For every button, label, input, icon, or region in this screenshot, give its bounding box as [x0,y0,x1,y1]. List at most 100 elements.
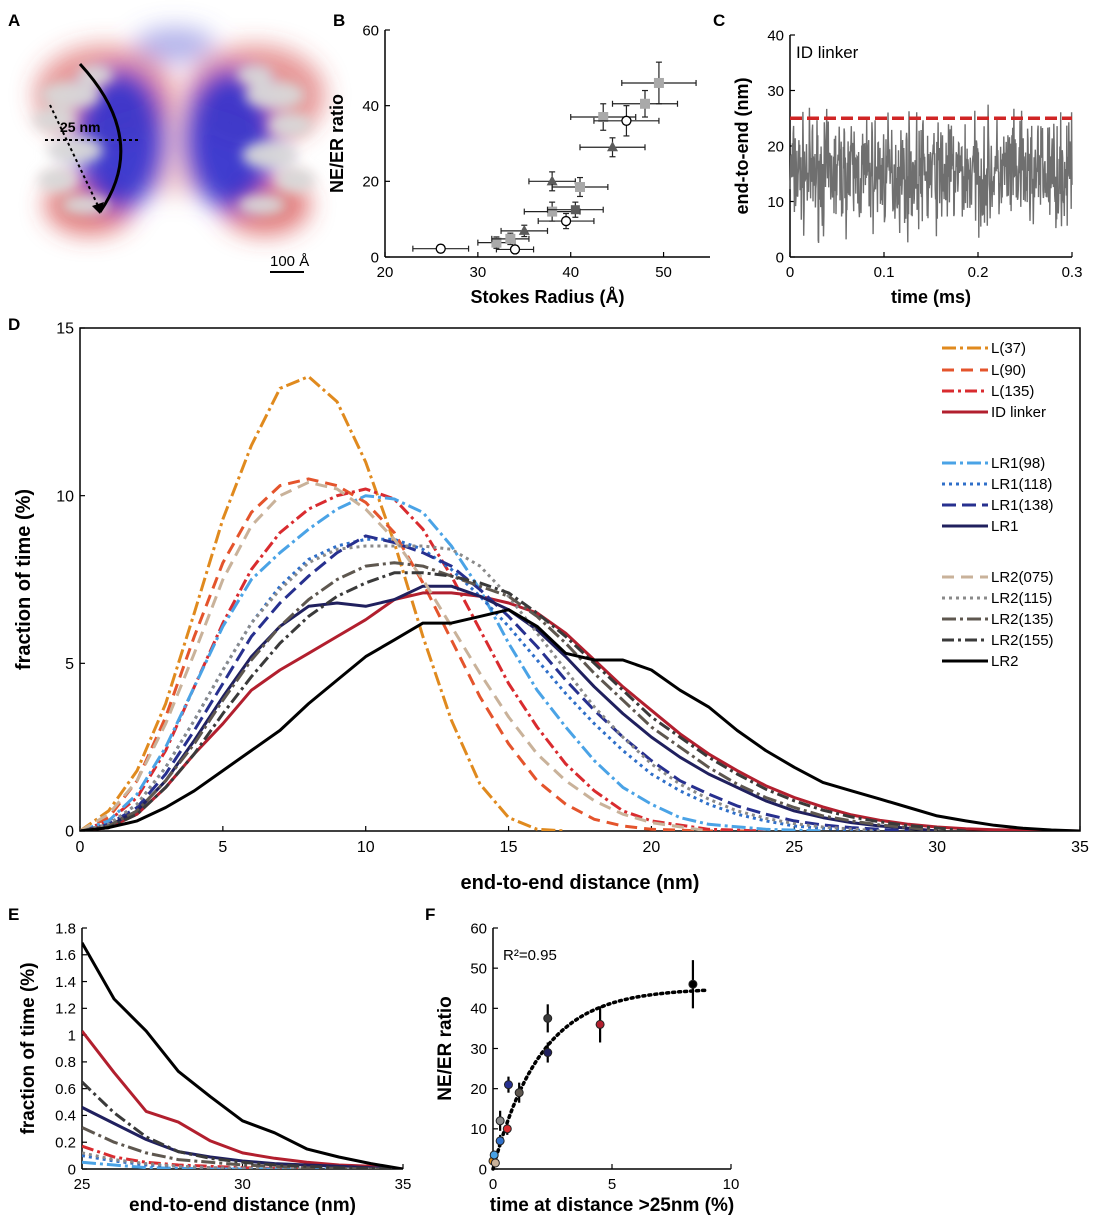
series-l-37-line [80,375,566,831]
panel-d-xtick-label: 30 [928,839,946,856]
series-lr1-98-line [82,1160,403,1169]
panel-a-structure: 100 Å 25 nm [33,27,325,273]
panel-c-xtick-label: 0 [786,264,794,281]
panel-f-ytick-label: 40 [470,1001,487,1018]
panel-e-ytick-label: 0.2 [55,1134,76,1151]
point-marker [495,1116,505,1126]
point-marker [653,77,664,88]
point-marker [543,1013,553,1023]
scaffold-subunit [47,136,103,164]
panel-d-xtick-label: 35 [1071,839,1089,856]
panel-d-xtick-label: 15 [500,839,518,856]
panel-d-xtick-label: 20 [643,839,661,856]
annotation-backdrop [793,40,883,64]
legend-label-lr1: LR1 [991,518,1019,535]
point-marker [489,1150,499,1160]
panel-f-xtick-label: 10 [723,1176,740,1193]
panel-label-d: D [8,315,20,334]
distance-annotation: 25 nm [60,119,100,135]
panel-e-series [82,941,403,1169]
point-marker [490,1158,500,1168]
panel-b-xtick-label: 40 [562,264,579,281]
panel-e-ytick-label: 1.4 [55,974,76,991]
panel-c-xlabel: time (ms) [891,287,971,307]
nucleus-density-right [185,70,275,210]
panel-f-ytick-label: 50 [470,960,487,977]
panel-c-ytick-label: 40 [767,27,784,44]
panel-e-ytick-label: 1 [68,1027,76,1044]
point-marker [502,1124,512,1134]
legend-label-l-37: L(37) [991,340,1026,357]
panel-e-ytick-label: 0.4 [55,1108,76,1125]
panel-b-ytick-label: 20 [362,174,379,191]
legend-label-l-90: L(90) [991,362,1026,379]
point-marker [688,979,698,989]
series-lr2-155-line [82,1080,403,1169]
panel-b-xtick-label: 50 [655,264,672,281]
arc-arrowhead [92,202,104,214]
point-marker [505,233,516,244]
point-marker [518,224,530,235]
panel-d-xtick-label: 5 [218,839,227,856]
panel-f-ytick-label: 20 [470,1081,487,1098]
panel-f-xlabel: time at distance >25nm (%) [490,1195,734,1216]
legend-label-lr2-075: LR2(075) [991,569,1054,586]
point-marker [575,182,585,193]
panel-c-ytick-label: 30 [767,83,784,100]
panel-c-chart: 0 0.1 0.2 0.3 0 10 20 30 40 time (ms) end-to-end (… [732,27,1082,307]
scaffold-subunit [245,81,305,109]
series-lr2-115-line [80,544,881,831]
series-lr2-135-line [80,561,938,831]
panel-f-ytick-label: 0 [479,1161,487,1178]
point-marker [491,237,502,248]
panel-d-ytick-label: 0 [65,824,74,841]
legend-label-lr2-135: LR2(135) [991,611,1054,628]
series-lr1-98-line [80,494,823,831]
point-marker [621,115,632,126]
series-lr2-135-line [82,1126,403,1169]
point-marker [607,141,618,152]
panel-b-xlabel: Stokes Radius (Å) [470,287,624,307]
panel-b-ytick-label: 40 [362,98,379,115]
point-marker [435,243,446,254]
panel-c-ytick-label: 10 [767,194,784,211]
series-lr2-115-line [82,1151,403,1169]
point-marker [640,98,650,109]
panel-b-ylabel: NE/ER ratio [327,94,347,193]
panel-f-ytick-label: 60 [470,920,487,937]
scaffold-subunit [275,168,315,192]
panel-label-b: B [333,11,345,30]
panel-c-ytick-label: 20 [767,138,784,155]
panel-d-xlabel: end-to-end distance (nm) [461,872,700,894]
panel-f-ytick-label: 30 [470,1041,487,1058]
legend-label-lr2-115: LR2(115) [991,590,1052,607]
panel-label-f: F [425,905,435,924]
panel-b-xtick-label: 30 [470,264,487,281]
point-marker [495,1136,505,1146]
panel-f-ylabel: NE/ER ratio [435,996,456,1101]
panel-e-ytick-label: 0.8 [55,1054,76,1071]
legend: L(37) L(90) L(135) ID linker LR1(98) LR1(118)… [942,340,1054,670]
point-marker [543,1048,553,1058]
scaffold-subunit [237,65,273,85]
legend-label-l-135: L(135) [991,383,1034,400]
panel-c-xtick-label: 0.1 [874,264,895,281]
r-squared-annotation: R²=0.95 [503,947,557,964]
panel-e-chart: 25 30 35 0 0.2 0.4 0.6 0.8 1 1.2 1.4 1.6 1.8 end-to-e… [18,920,411,1216]
point-marker [570,205,580,215]
panel-f-ytick-label: 10 [470,1121,487,1138]
point-marker [514,1088,524,1098]
dotted-line [49,104,101,211]
panel-label-a: A [8,11,20,30]
series-lr2-line [80,608,1080,831]
panel-f-xtick-label: 5 [608,1176,616,1193]
trace-line [789,104,1073,244]
panel-label-e: E [8,905,19,924]
panel-f-chart: 0 5 10 0 10 20 30 40 50 60 time at distance >25nm … [435,920,739,1216]
legend-label-lr2-155: LR2(155) [991,632,1054,649]
legend-label-lr1-138: LR1(138) [991,497,1054,514]
point-marker [509,244,521,255]
panel-b-ytick-label: 0 [371,249,379,266]
